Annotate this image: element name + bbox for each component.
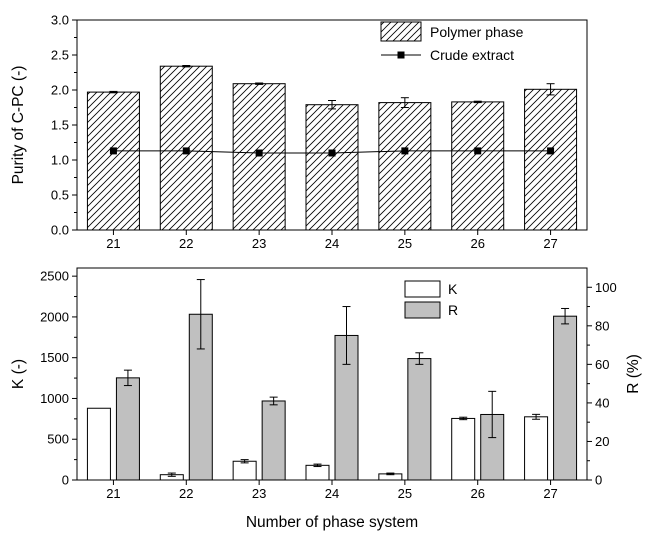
x-tick-label: 26: [470, 236, 484, 251]
bottom-plot-frame: [76, 267, 588, 481]
crude-extract-point-26: [474, 147, 482, 155]
x-tick-label: 25: [398, 236, 412, 251]
legend-k-swatch: [404, 280, 441, 298]
x-tick-label: 24: [325, 486, 339, 501]
y-tick-label: 0.0: [51, 223, 69, 238]
legend-k-label: K: [448, 281, 458, 297]
crude-extract-point-27: [547, 147, 555, 155]
crude-extract-point-23: [255, 149, 263, 157]
y-tick-label: 2000: [40, 309, 69, 324]
x-tick-label: 22: [179, 486, 193, 501]
crude-extract-point-24: [328, 149, 336, 157]
x-tick-label: 23: [252, 236, 266, 251]
polymer-phase-bar-27: [524, 88, 578, 231]
x-tick-label: 21: [106, 486, 120, 501]
y2-tick-label: 60: [595, 357, 609, 372]
y2-tick-label: 80: [595, 318, 609, 333]
x-axis-title: Number of phase system: [246, 514, 418, 531]
y2-tick-label: 20: [595, 434, 609, 449]
r-bar-23: [261, 400, 286, 481]
y2-tick-label: 0: [595, 473, 602, 488]
k-bar-24: [305, 464, 330, 481]
y-axis-title-purity: Purity of C-PC (-): [10, 66, 27, 185]
x-tick-label: 23: [252, 486, 266, 501]
legend-r-label: R: [448, 302, 458, 318]
y-tick-label: 500: [47, 432, 69, 447]
y-tick-label: 2.5: [51, 48, 69, 63]
y-tick-label: 2.0: [51, 83, 69, 98]
x-tick-label: 26: [470, 486, 484, 501]
k-bar-23: [232, 460, 257, 481]
x-tick-label: 21: [106, 236, 120, 251]
polymer-phase-bar-21: [86, 91, 140, 231]
polymer-phase-bar-23: [232, 83, 286, 231]
y-tick-label: 1500: [40, 350, 69, 365]
x-tick-label: 27: [543, 236, 557, 251]
legend-crude-extract-label: Crude extract: [430, 47, 514, 63]
y-tick-label: 1.0: [51, 153, 69, 168]
k-bar-21: [86, 407, 111, 481]
polymer-phase-bar-24: [305, 104, 359, 231]
legend-crude-extract-marker: [397, 51, 405, 59]
crude-extract-point-22: [182, 147, 190, 155]
y-tick-label: 1.5: [51, 118, 69, 133]
k-bar-27: [524, 416, 549, 481]
y-tick-label: 1000: [40, 391, 69, 406]
legend-polymer-phase-label: Polymer phase: [430, 24, 524, 40]
r-bar-21: [115, 377, 140, 481]
r-bar-25: [407, 358, 432, 481]
legend-polymer-phase-swatch: [380, 21, 422, 42]
crude-extract-point-21: [109, 147, 117, 155]
k-bar-26: [451, 417, 476, 481]
y-tick-label: 3.0: [51, 13, 69, 28]
crude-extract-point-25: [401, 147, 409, 155]
y-tick-label: 0.5: [51, 188, 69, 203]
y-tick-label: 0: [62, 473, 69, 488]
x-tick-label: 24: [325, 236, 339, 251]
y2-tick-label: 100: [595, 280, 617, 295]
polymer-phase-bar-25: [378, 102, 432, 231]
polymer-phase-bar-26: [451, 101, 505, 231]
r-bar-27: [553, 315, 578, 481]
legend-r-swatch: [404, 301, 441, 319]
x-tick-label: 27: [543, 486, 557, 501]
y2-tick-label: 40: [595, 395, 609, 410]
x-tick-label: 22: [179, 236, 193, 251]
y-axis-title-k: K (-): [10, 359, 27, 389]
x-tick-label: 25: [398, 486, 412, 501]
y2-axis-title-r: R (%): [625, 354, 642, 394]
y-tick-label: 2500: [40, 269, 69, 284]
